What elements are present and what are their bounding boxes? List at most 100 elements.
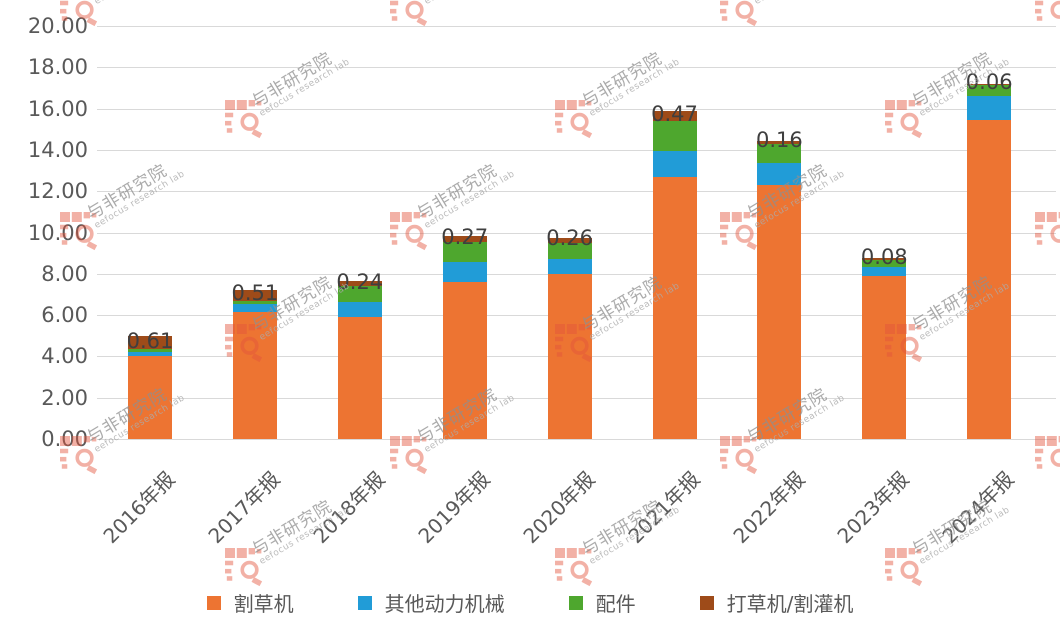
watermark-logo-icon (390, 436, 430, 480)
bar-segment-打草机/割灌机 (547, 237, 592, 244)
x-axis-category-label: 2021年报 (623, 466, 705, 549)
watermark-text-cn: 与非研究院 (83, 160, 172, 225)
y-axis-tick-label: 6.00 (41, 303, 88, 328)
bar-segment-割草机 (862, 275, 907, 439)
watermark-text-cn: 与非研究院 (1056, 149, 1060, 224)
watermark-logo-icon (885, 548, 925, 592)
gridline (97, 108, 1056, 110)
y-axis-tick-label: 4.00 (41, 344, 88, 369)
bar-segment-其他动力机械 (757, 162, 802, 185)
legend-item-打草机/割灌机: 打草机/割灌机 (699, 588, 854, 617)
bar-segment-其他动力机械 (337, 301, 382, 317)
x-axis-category-label: 2019年报 (413, 466, 495, 549)
legend-swatch-icon (568, 595, 583, 610)
watermark-text-en: eefocus research lab (423, 0, 517, 7)
legend-swatch-icon (357, 595, 372, 610)
bar-segment-割草机 (547, 273, 592, 439)
bar-segment-其他动力机械 (128, 352, 172, 356)
gridline (97, 232, 1056, 234)
watermark-logo-icon (885, 100, 925, 144)
watermark-text-cn: 与非研究院 (1056, 373, 1060, 448)
bar-segment-配件 (862, 259, 907, 267)
bar-data-label: 0.26 (546, 226, 593, 251)
watermark-logo-icon (1035, 436, 1060, 480)
watermark-logo-icon (720, 436, 760, 480)
legend-label: 配件 (595, 592, 636, 616)
bar-data-label: 0.51 (231, 281, 279, 306)
bar-data-label: 0.06 (965, 70, 1013, 95)
y-axis-tick-label: 12.00 (27, 179, 88, 204)
bar-segment-打草机/割灌机 (232, 290, 277, 301)
watermark-text-en: eefocus research lab (92, 169, 187, 231)
legend-item-其他动力机械: 其他动力机械 (357, 588, 505, 617)
x-axis-category-label: 2016年报 (98, 466, 180, 549)
bar-segment-配件 (757, 143, 802, 163)
bar-data-label: 0.61 (126, 328, 174, 353)
bar-segment-打草机/割灌机 (442, 236, 487, 242)
bar-segment-其他动力机械 (232, 303, 277, 312)
bar-segment-割草机 (232, 312, 277, 439)
gridline (97, 67, 1056, 69)
watermark-logo-icon (720, 0, 760, 32)
bar-segment-割草机 (652, 176, 697, 439)
legend-label: 打草机/割灌机 (726, 592, 854, 616)
legend-item-配件: 配件 (568, 588, 636, 617)
legend: 割草机 其他动力机械 配件 打草机/割灌机 (0, 588, 1060, 617)
y-axis-tick-label: 18.00 (27, 55, 88, 80)
bar-segment-其他动力机械 (547, 258, 592, 274)
y-axis-tick-label: 16.00 (27, 96, 88, 121)
watermark-text-en: eefocus research lab (93, 0, 187, 7)
y-axis-tick-label: 10.00 (27, 220, 88, 245)
bar-segment-打草机/割灌机 (337, 281, 382, 287)
watermark-logo-icon (1035, 212, 1060, 256)
legend-item-割草机: 割草机 (206, 588, 294, 617)
bar-segment-割草机 (757, 185, 802, 439)
x-axis-category-label: 2023年报 (832, 466, 915, 549)
bar-segment-割草机 (967, 119, 1012, 439)
gridline (97, 26, 1056, 27)
x-axis-category-label: 2018年报 (308, 466, 390, 549)
watermark-logo-icon (555, 548, 595, 592)
bar-segment-其他动力机械 (652, 150, 697, 177)
x-axis-category-label: 2024年报 (937, 466, 1020, 549)
watermark-text-en: eefocus research lab (422, 169, 517, 231)
bar-segment-打草机/割灌机 (128, 336, 172, 349)
legend-label: 其他动力机械 (384, 592, 505, 616)
watermark-logo-icon (720, 212, 760, 256)
bar-segment-配件 (652, 120, 697, 151)
x-axis-category-label: 2020年报 (518, 466, 600, 549)
bar-segment-打草机/割灌机 (967, 83, 1012, 86)
bar-segment-打草机/割灌机 (652, 111, 697, 121)
gridline (97, 149, 1056, 151)
watermark-text-cn: 与非研究院 (413, 160, 502, 225)
watermark-logo-icon (225, 548, 265, 592)
bar-segment-割草机 (442, 282, 487, 439)
y-axis-tick-label: 8.00 (41, 261, 88, 286)
y-axis-tick-label: 2.00 (41, 385, 88, 410)
watermark-logo-icon (1035, 0, 1060, 32)
gridline (97, 191, 1056, 193)
bar-data-label: 0.27 (441, 225, 489, 250)
bar-segment-其他动力机械 (442, 262, 487, 283)
bar-segment-割草机 (337, 316, 382, 439)
bar-segment-割草机 (128, 355, 172, 439)
bar-segment-配件 (128, 348, 172, 353)
